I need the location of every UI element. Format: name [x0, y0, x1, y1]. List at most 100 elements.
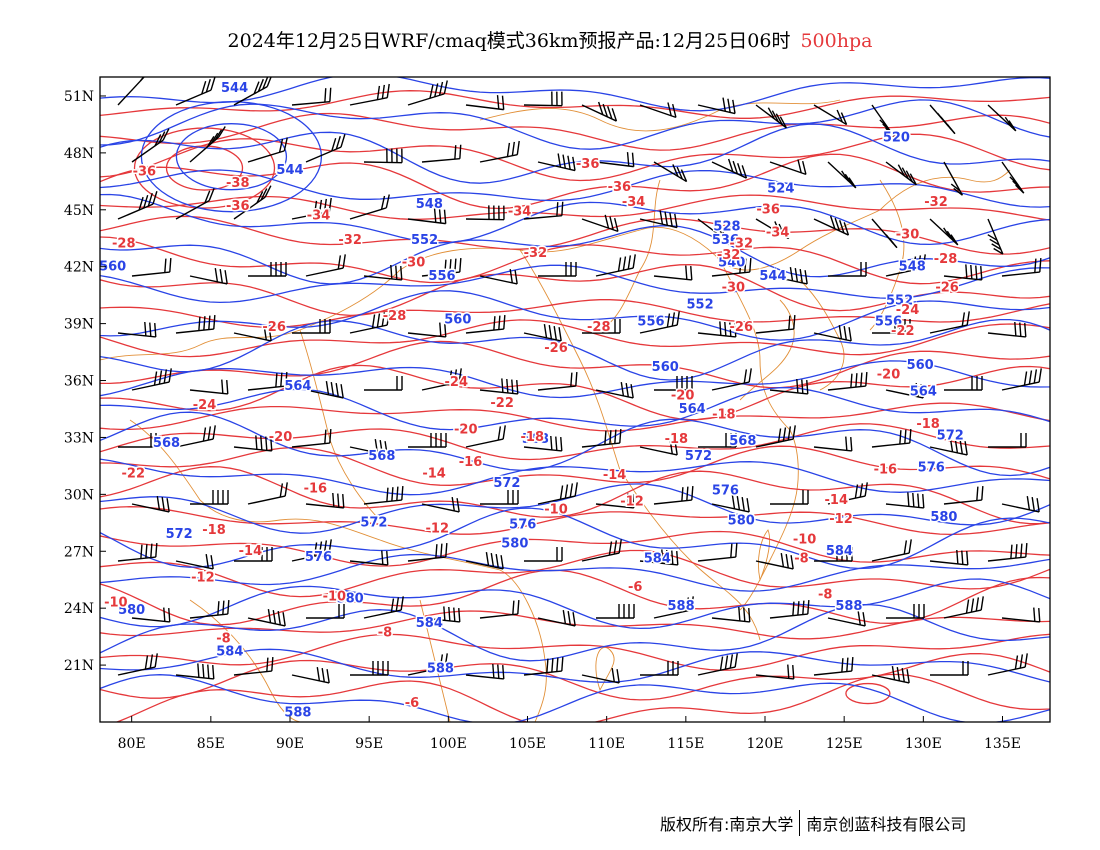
height-contour-label: 556 — [875, 315, 902, 330]
temperature-contour-label: -8 — [216, 631, 230, 646]
wind-barb — [465, 663, 505, 680]
wind-barb — [581, 101, 618, 122]
wind-barb — [189, 600, 230, 619]
temperature-contour-label: -18 — [712, 407, 736, 422]
height-contour-label: 560 — [652, 360, 679, 375]
wind-barb — [247, 137, 288, 163]
wind-barb — [537, 610, 576, 627]
wind-barb — [421, 368, 462, 391]
lon-tick-label: 100E — [430, 736, 467, 752]
wind-barb — [131, 607, 171, 623]
height-contour-label: 564 — [910, 385, 937, 400]
temperature-contour-label: -34 — [766, 225, 790, 240]
height-contour-label: 580 — [118, 603, 145, 618]
wind-barb — [131, 496, 170, 513]
wind-barb — [582, 319, 621, 334]
lon-tick-label: 120E — [747, 736, 784, 752]
height-isoline — [100, 225, 1050, 285]
map-title: 2024年12月25日WRF/cmaq模式36km预报产品:12月25日06时 5… — [0, 26, 1100, 53]
height-contour-label: 572 — [685, 449, 712, 464]
temperature-contour-label: -6 — [405, 696, 419, 711]
wind-barb — [421, 144, 462, 163]
wind-barb — [131, 368, 172, 391]
temperature-isoline — [100, 530, 1050, 567]
height-isoline — [100, 674, 1050, 722]
wind-barb — [291, 667, 330, 684]
wind-barb — [596, 604, 635, 619]
wind-barb — [306, 604, 345, 619]
wind-barb — [118, 433, 157, 448]
temperature-contour-label: -20 — [671, 389, 695, 404]
temperature-contour-label: -18 — [665, 432, 689, 447]
wind-barb — [523, 435, 563, 452]
height-contour-label: 576 — [712, 483, 739, 498]
temperature-contour-label: -20 — [269, 430, 293, 445]
height-isoline — [100, 264, 1050, 304]
wind-barb — [581, 539, 622, 562]
height-isoline — [100, 578, 1050, 630]
wind-barb — [581, 214, 619, 233]
wind-barb — [595, 254, 636, 277]
wind-barb — [537, 372, 578, 391]
temperature-isoline — [100, 319, 1050, 358]
height-contour-label: 556 — [637, 315, 664, 330]
height-contour-label: 584 — [216, 645, 243, 660]
boundary-south — [129, 419, 547, 722]
temperature-contour-label: -24 — [445, 375, 469, 390]
height-contour-label: 576 — [918, 461, 945, 476]
wind-barb — [479, 269, 518, 285]
wind-barb — [363, 596, 404, 619]
wind-barb — [1001, 258, 1042, 277]
wind-barb — [871, 429, 912, 448]
temperature-labels: -36-38-36-34 -34-32-32-30-28-28-28-26-26-… — [103, 156, 961, 713]
wind-barb — [538, 262, 577, 277]
wind-barb — [769, 266, 808, 285]
low-center-isoline — [175, 123, 288, 191]
height-contour-label: 580 — [337, 591, 364, 606]
height-contour-label: 588 — [284, 705, 311, 720]
lon-tick-label: 95E — [355, 736, 383, 752]
wind-barb — [929, 549, 969, 566]
longitude-axis: 80E 85E 90E 95E 100E 105E 110E 115E 120E 125E 130E… — [118, 716, 1021, 752]
height-isoline — [100, 411, 1050, 477]
wind-barb — [175, 188, 215, 220]
wind-barb — [697, 97, 736, 115]
footer-credit: 版权所有:南京大学 南京创蓝科技有限公司 — [660, 810, 966, 836]
wind-barb — [421, 606, 461, 623]
hainan-island — [595, 647, 615, 692]
wind-barb — [465, 315, 506, 334]
height-contour-label: 572 — [937, 428, 964, 443]
wind-barb — [305, 380, 344, 399]
wind-barb — [930, 661, 969, 676]
wind-barb — [813, 657, 854, 676]
temperature-isoline — [100, 215, 1050, 255]
wind-barb — [814, 547, 853, 562]
height-isoline — [100, 648, 1050, 683]
wind-barb — [175, 663, 215, 680]
temperature-contour-label: -36 — [576, 157, 600, 172]
wind-barb — [291, 197, 332, 220]
temperature-contour-label: -22 — [891, 324, 915, 339]
wind-barb — [769, 159, 807, 176]
wind-barb — [943, 264, 983, 281]
height-isoline — [100, 360, 1050, 399]
wind-barb — [523, 201, 564, 220]
temperature-contour-label: -6 — [628, 580, 642, 595]
wind-barb — [479, 600, 520, 619]
temperature-contour-label: -36 — [608, 180, 632, 195]
temperature-contour-label: -34 — [622, 195, 646, 210]
temperature-contour-label: -32 — [717, 248, 741, 263]
height-contour-label: 572 — [166, 527, 193, 542]
wind-barb — [247, 608, 286, 627]
wind-barb — [711, 494, 750, 513]
wind-barb — [755, 315, 796, 334]
wind-barb — [479, 378, 519, 395]
wind-barb — [465, 551, 504, 570]
height-contour-label: 584 — [416, 616, 443, 631]
wind-barb — [929, 311, 970, 334]
height-contour-label: 528 — [713, 220, 740, 235]
wind-barb — [755, 553, 794, 570]
lon-tick-label: 80E — [118, 736, 146, 752]
wind-barb — [988, 433, 1027, 448]
height-contour-label: 536 — [712, 233, 739, 248]
